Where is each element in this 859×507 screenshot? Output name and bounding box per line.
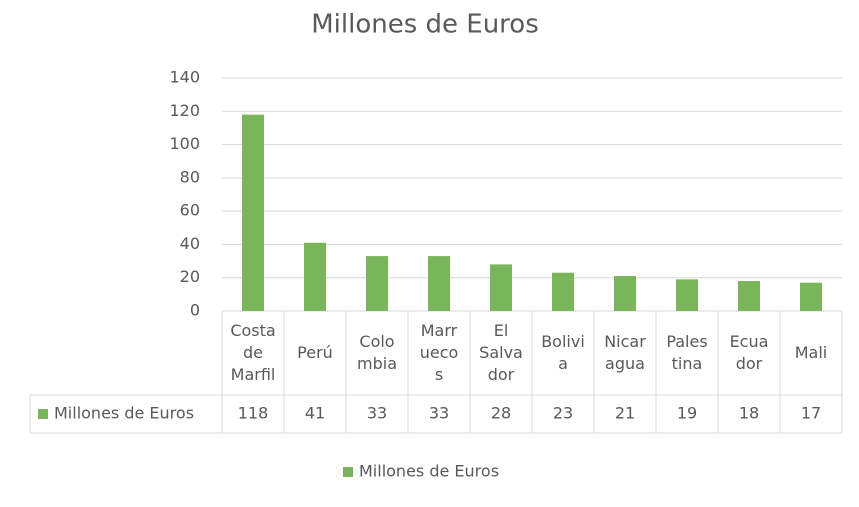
table-legend-key	[38, 409, 48, 419]
table-value: 41	[305, 404, 325, 423]
bar	[304, 242, 326, 311]
y-tick-label: 80	[180, 167, 200, 186]
y-tick-label: 0	[190, 301, 200, 320]
x-tick-label: Costa de Marfil	[230, 321, 276, 384]
bar	[552, 272, 574, 311]
x-tick-label: Marruecos	[419, 321, 459, 384]
bar	[366, 256, 388, 311]
y-tick-label: 40	[180, 234, 200, 253]
x-tick-label: Nicaragua	[604, 332, 646, 373]
x-tick-label: Perú	[297, 343, 333, 362]
table-value: 17	[801, 404, 821, 423]
legend-key	[343, 467, 353, 477]
bar	[800, 282, 822, 311]
y-tick-label: 100	[169, 134, 200, 153]
x-tick-label: Colombia	[357, 332, 397, 373]
table-value: 28	[491, 404, 511, 423]
table-value: 33	[429, 404, 449, 423]
y-tick-label: 140	[169, 68, 200, 87]
y-tick-label: 20	[180, 267, 200, 286]
x-tick-label: Palestina	[666, 332, 708, 373]
bar	[676, 279, 698, 311]
x-tick-label: Bolivia	[541, 332, 585, 373]
bar	[428, 256, 450, 311]
bar	[242, 114, 264, 311]
legend-label: Millones de Euros	[359, 462, 499, 481]
x-tick-label: Ecuador	[729, 332, 769, 373]
bar	[490, 264, 512, 311]
table-value: 23	[553, 404, 573, 423]
x-tick-label: Mali	[794, 343, 828, 362]
table-value: 118	[238, 404, 269, 423]
table-value: 18	[739, 404, 759, 423]
y-tick-label: 60	[180, 201, 200, 220]
x-tick-label: El Salvador	[479, 321, 523, 384]
bar	[738, 281, 760, 311]
table-value: 19	[677, 404, 697, 423]
chart-title: Millones de Euros	[311, 10, 539, 40]
bar	[614, 276, 636, 311]
y-tick-label: 120	[169, 101, 200, 120]
table-value: 21	[615, 404, 635, 423]
table-row-label: Millones de Euros	[54, 404, 194, 423]
table-value: 33	[367, 404, 387, 423]
